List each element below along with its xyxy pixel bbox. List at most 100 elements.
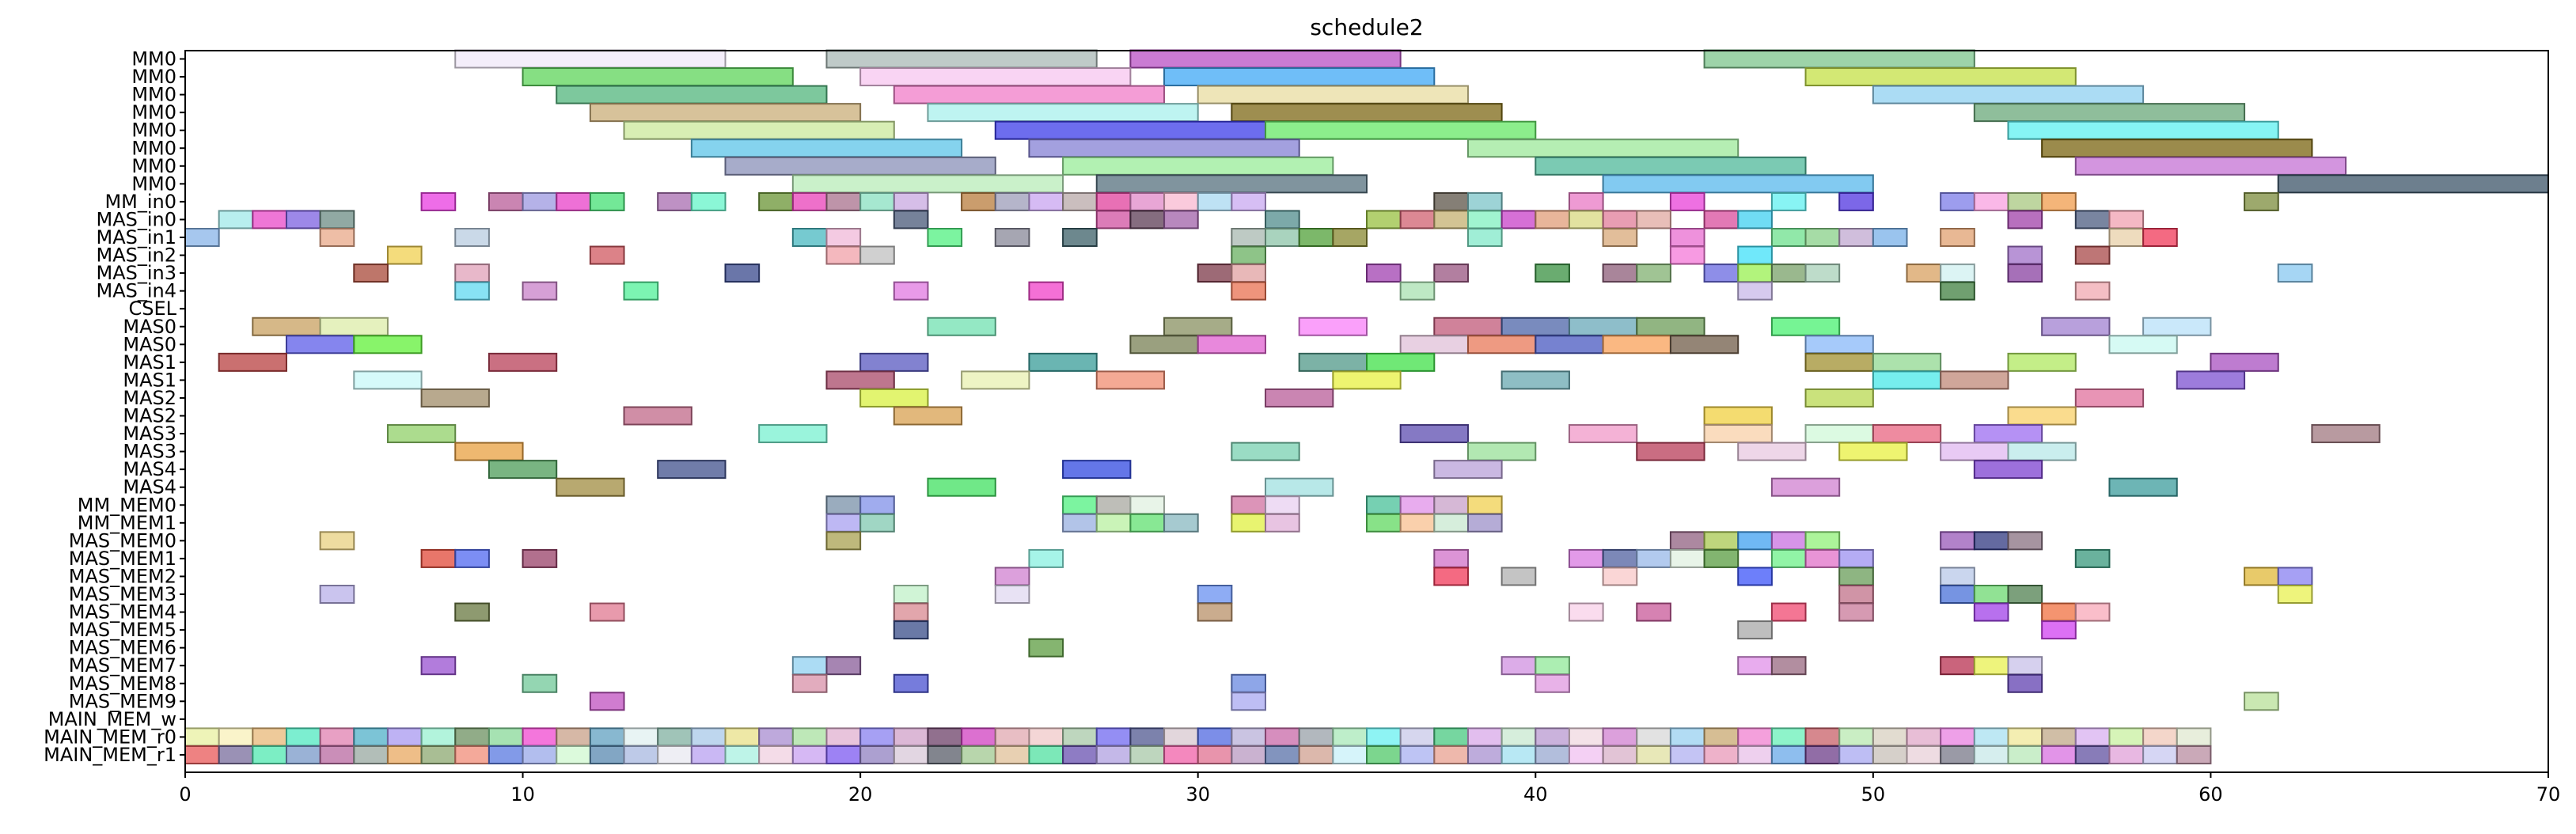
task-bar [1433,567,1469,586]
y-tick-label: MAS_in4 [96,280,176,302]
task-bar [893,585,929,604]
task-bar [522,673,558,693]
task-bar [623,406,692,426]
task-bar [657,191,692,211]
task-bar [1737,567,1773,586]
task-bar [1973,585,2009,604]
task-bar [893,673,929,693]
task-bar [1804,335,1874,354]
task-bar [1366,727,1402,747]
task-bar [1197,263,1233,283]
task-bar [1568,548,1604,568]
task-bar [2074,548,2111,568]
task-bar [454,548,490,568]
task-bar [1770,656,1807,676]
task-bar [218,745,254,764]
task-bar [1838,228,1874,247]
task-bar [1872,352,1942,372]
task-bar [1163,745,1199,764]
task-bar [1231,495,1267,515]
task-bar [1838,191,1874,211]
task-bar [2210,352,2279,372]
task-bar [1770,477,1841,497]
task-bar [556,745,591,764]
task-bar [1500,745,1537,764]
task-bar [1231,228,1267,247]
task-bar [1163,191,1199,211]
task-bar [1906,745,1942,764]
y-tick-label: MAS_MEM6 [69,637,176,659]
task-bar [2041,727,2077,747]
task-bar [1500,656,1537,676]
task-bar [893,191,929,211]
task-bar [2108,477,2178,497]
task-bar [1095,210,1132,229]
task-bar [1669,531,1705,551]
task-bar [2007,585,2043,604]
task-bar [927,745,963,764]
task-bar [319,727,355,747]
task-bar [252,745,287,764]
task-bar [1872,370,1942,390]
task-bar [454,281,490,301]
task-bar [1265,388,1334,408]
task-bar [2007,442,2077,461]
task-bar [1062,156,1334,176]
y-tick-label: MM0 [131,101,176,123]
task-bar [1872,228,1908,247]
task-bar [2007,210,2043,229]
task-bar [386,424,457,444]
task-bar [1669,335,1739,354]
task-bar [1129,495,1166,515]
task-bar [1602,335,1671,354]
x-axis: 0 10 20 30 40 50 60 70 [179,772,2560,806]
x-tick-label: 0 [179,783,191,806]
task-bar [1163,727,1199,747]
task-bar [1298,228,1334,247]
task-bar [1366,495,1402,515]
task-bar [420,388,490,408]
task-bar [1737,531,1773,551]
task-bar [758,424,828,444]
task-bar [1298,352,1368,372]
task-bar [386,727,423,747]
task-bar [1265,495,1300,515]
y-tick-label: MAS3 [123,441,176,463]
task-bar [994,567,1030,586]
y-tick-label: MAS_MEM7 [69,654,176,677]
task-bar [2007,191,2043,211]
task-bar [1770,531,1807,551]
y-tick-label: MAS4 [123,458,176,480]
task-bar [623,281,659,301]
task-bar [1770,317,1841,336]
task-bar [2176,745,2212,764]
task-bar [825,513,862,533]
task-bar [353,263,389,283]
task-bar [1737,245,1773,265]
task-bar [1973,191,2009,211]
task-bar [1703,548,1739,568]
task-bar [994,191,1030,211]
task-bar [1940,228,1975,247]
task-bar [1602,228,1638,247]
task-bar [1231,245,1267,265]
task-bar [859,727,895,747]
task-bar [589,103,862,123]
task-bar [319,317,389,336]
task-bar [589,745,625,764]
task-bar [2007,656,2043,676]
y-tick-label: MAS_MEM1 [69,548,176,570]
task-bar [961,370,1030,390]
task-bar [589,245,625,265]
y-tick-label: MAS2 [123,405,176,427]
task-bar [184,727,220,747]
task-bar [1669,228,1705,247]
task-bar [859,388,929,408]
task-bar [1466,745,1503,764]
task-bar [1399,424,1469,444]
task-bar [454,263,490,283]
y-tick-label: MAS_in1 [96,226,176,248]
y-tick-label: MAS_MEM8 [69,673,176,695]
task-bar [1129,335,1199,354]
